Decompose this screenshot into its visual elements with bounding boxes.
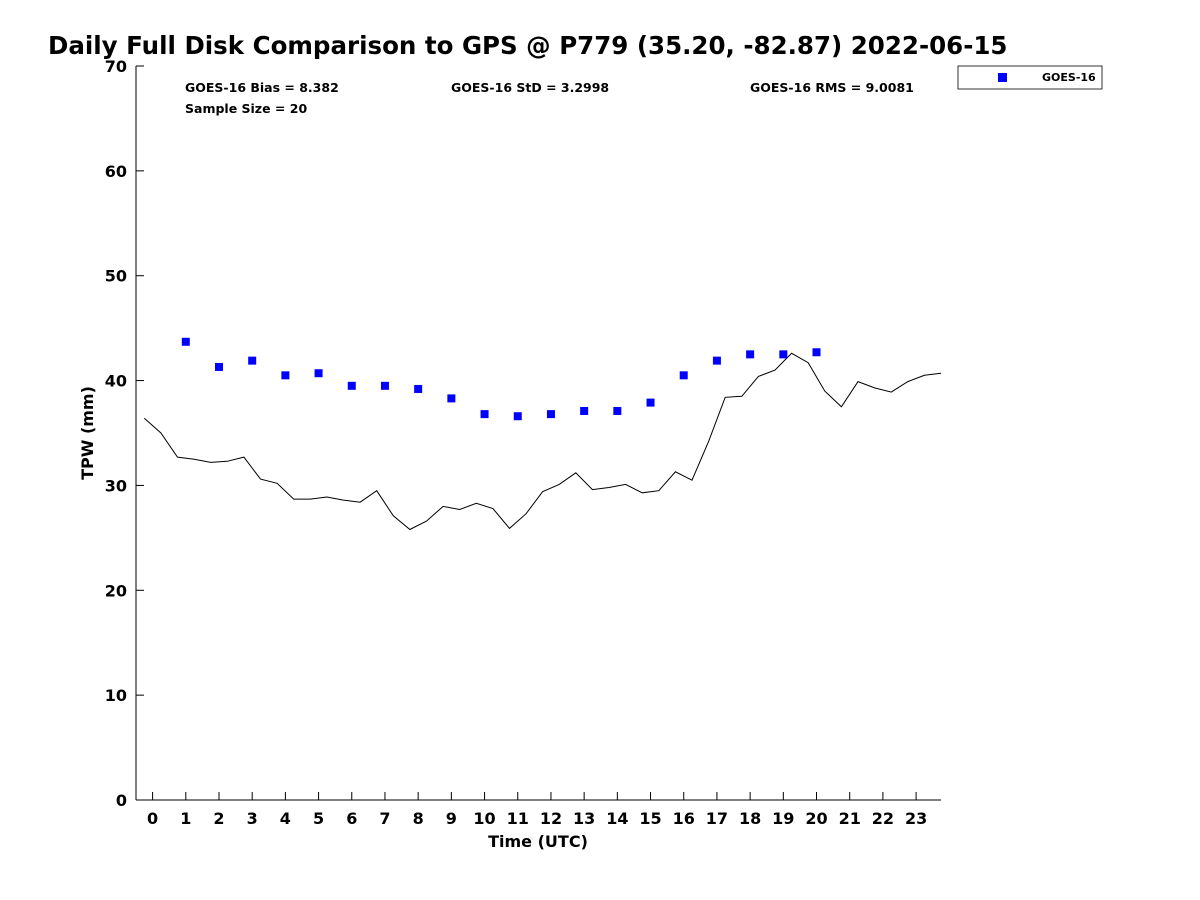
goes16-data-point xyxy=(546,410,555,419)
x-tick-label: 6 xyxy=(346,809,357,828)
gps-series-line xyxy=(143,352,942,531)
goes16-data-point xyxy=(248,356,257,365)
x-axis-ticks: 0 1 2 3 4 5 6 7 8 9 10 11 12 13 14 15 16 17 18 19 20 21 22 23 xyxy=(147,792,927,828)
goes16-data-point xyxy=(712,356,721,365)
goes16-data-point xyxy=(779,350,788,359)
goes16-data-point xyxy=(347,381,356,390)
goes16-data-point xyxy=(580,406,589,415)
goes16-data-point xyxy=(746,350,755,359)
x-tick-label: 11 xyxy=(507,809,529,828)
x-tick-label: 2 xyxy=(213,809,224,828)
goes16-data-point xyxy=(679,371,688,380)
x-tick-label: 23 xyxy=(905,809,927,828)
legend-box xyxy=(957,65,1103,90)
x-tick-label: 7 xyxy=(379,809,390,828)
y-axis-ticks: 0 10 20 30 40 50 60 70 xyxy=(105,57,144,810)
goes16-data-point xyxy=(513,412,522,421)
y-axis-label: TPW (mm) xyxy=(78,386,97,480)
y-tick-label: 30 xyxy=(105,476,127,495)
legend-marker xyxy=(998,73,1007,82)
goes16-data-point xyxy=(281,371,290,380)
x-tick-label: 9 xyxy=(446,809,457,828)
chart-title: Daily Full Disk Comparison to GPS @ P779… xyxy=(48,31,1007,60)
x-tick-label: 17 xyxy=(706,809,728,828)
y-tick-label: 60 xyxy=(105,162,127,181)
x-tick-label: 10 xyxy=(473,809,495,828)
x-tick-label: 12 xyxy=(540,809,562,828)
x-tick-label: 13 xyxy=(573,809,595,828)
x-tick-label: 22 xyxy=(872,809,894,828)
goes16-data-point xyxy=(214,362,223,371)
x-tick-label: 1 xyxy=(180,809,191,828)
axes xyxy=(135,66,941,801)
x-tick-label: 19 xyxy=(772,809,794,828)
goes16-data-point xyxy=(613,406,622,415)
goes16-data-point xyxy=(447,394,456,403)
x-tick-label: 4 xyxy=(280,809,291,828)
x-tick-label: 8 xyxy=(413,809,424,828)
goes16-data-point xyxy=(646,398,655,407)
x-tick-label: 21 xyxy=(839,809,861,828)
goes16-data-point xyxy=(314,369,323,378)
x-tick-label: 18 xyxy=(739,809,761,828)
legend: GOES-16 xyxy=(957,65,1103,90)
x-tick-label: 15 xyxy=(639,809,661,828)
y-tick-label: 0 xyxy=(116,791,127,810)
goes16-data-point xyxy=(812,348,821,357)
x-tick-label: 3 xyxy=(247,809,258,828)
goes16-data-point xyxy=(414,384,423,393)
x-tick-label: 0 xyxy=(147,809,158,828)
y-tick-label: 10 xyxy=(105,686,127,705)
goes16-data-point xyxy=(480,410,489,419)
bias-stat: GOES-16 Bias = 8.382 xyxy=(185,80,339,95)
y-tick-label: 70 xyxy=(105,57,127,76)
y-tick-label: 20 xyxy=(105,581,127,600)
x-axis-label: Time (UTC) xyxy=(488,832,588,851)
legend-label: GOES-16 xyxy=(1042,71,1096,84)
goes16-data-point xyxy=(181,337,190,346)
y-tick-label: 40 xyxy=(105,372,127,391)
x-tick-label: 5 xyxy=(313,809,324,828)
y-tick-label: 50 xyxy=(105,267,127,286)
x-tick-label: 14 xyxy=(606,809,628,828)
x-tick-label: 20 xyxy=(805,809,827,828)
rms-stat: GOES-16 RMS = 9.0081 xyxy=(750,80,914,95)
plot-area xyxy=(143,337,942,531)
std-stat: GOES-16 StD = 3.2998 xyxy=(451,80,609,95)
goes16-data-point xyxy=(380,381,389,390)
sample-size-stat: Sample Size = 20 xyxy=(185,101,307,116)
x-tick-label: 16 xyxy=(673,809,695,828)
